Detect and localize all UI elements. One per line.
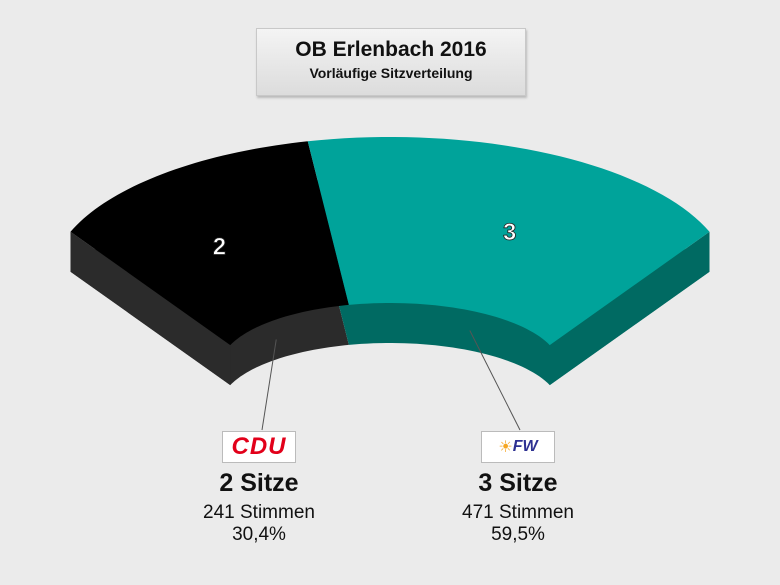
data-label-FW: 3: [503, 219, 516, 246]
leader-line-FW: [469, 330, 521, 431]
party-cdu: CDU 2 Sitze 241 Stimmen 30,4%: [159, 431, 359, 546]
chart-title: OB Erlenbach 2016: [295, 38, 487, 61]
cdu-votes: 241 Stimmen: [203, 502, 315, 523]
segment-end-FW: [549, 231, 710, 386]
chart-title-box: OB Erlenbach 2016 Vorläufige Sitzverteil…: [256, 28, 526, 96]
fw-seats: 3 Sitze: [478, 469, 558, 497]
segment-end-CDU: [70, 231, 231, 386]
party-fw: ☀ FW 3 Sitze 471 Stimmen 59,5%: [418, 431, 618, 546]
cdu-logo: CDU: [222, 431, 296, 463]
fw-logo: ☀ FW: [481, 431, 555, 463]
cdu-percent: 30,4%: [232, 524, 286, 545]
data-label-CDU: 2: [213, 234, 226, 261]
chart-subtitle: Vorläufige Sitzverteilung: [309, 65, 473, 81]
sun-icon: ☀: [498, 439, 513, 456]
segment-CDU: [70, 141, 349, 346]
fw-votes: 471 Stimmen: [462, 502, 574, 523]
fw-percent: 59,5%: [491, 524, 545, 545]
leader-line-CDU: [261, 339, 277, 431]
cdu-seats: 2 Sitze: [219, 469, 299, 497]
segment-FW: [307, 137, 710, 346]
